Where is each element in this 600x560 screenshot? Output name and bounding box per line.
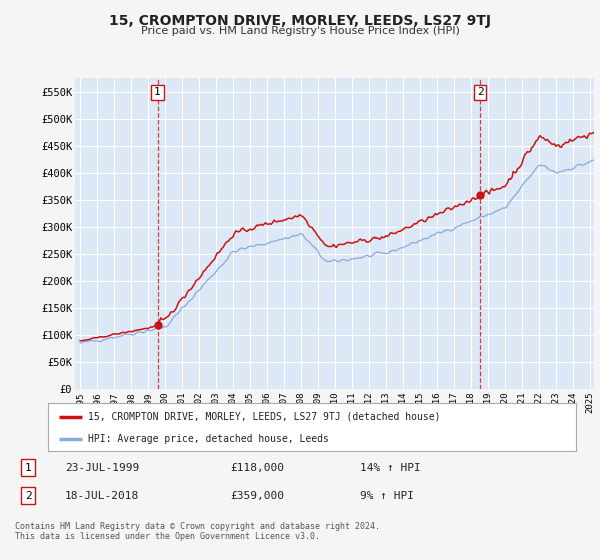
Text: 14% ↑ HPI: 14% ↑ HPI xyxy=(360,463,421,473)
Text: 2: 2 xyxy=(25,491,31,501)
Text: 2: 2 xyxy=(476,87,484,97)
Text: Price paid vs. HM Land Registry's House Price Index (HPI): Price paid vs. HM Land Registry's House … xyxy=(140,26,460,36)
Text: 18-JUL-2018: 18-JUL-2018 xyxy=(65,491,139,501)
Text: 1: 1 xyxy=(154,87,161,97)
Text: 15, CROMPTON DRIVE, MORLEY, LEEDS, LS27 9TJ: 15, CROMPTON DRIVE, MORLEY, LEEDS, LS27 … xyxy=(109,14,491,28)
Text: 9% ↑ HPI: 9% ↑ HPI xyxy=(360,491,414,501)
Text: 1: 1 xyxy=(25,463,31,473)
Text: HPI: Average price, detached house, Leeds: HPI: Average price, detached house, Leed… xyxy=(88,434,328,444)
Text: 23-JUL-1999: 23-JUL-1999 xyxy=(65,463,139,473)
Text: 15, CROMPTON DRIVE, MORLEY, LEEDS, LS27 9TJ (detached house): 15, CROMPTON DRIVE, MORLEY, LEEDS, LS27 … xyxy=(88,412,440,422)
Text: Contains HM Land Registry data © Crown copyright and database right 2024.
This d: Contains HM Land Registry data © Crown c… xyxy=(15,522,380,542)
Text: £118,000: £118,000 xyxy=(230,463,284,473)
Text: £359,000: £359,000 xyxy=(230,491,284,501)
